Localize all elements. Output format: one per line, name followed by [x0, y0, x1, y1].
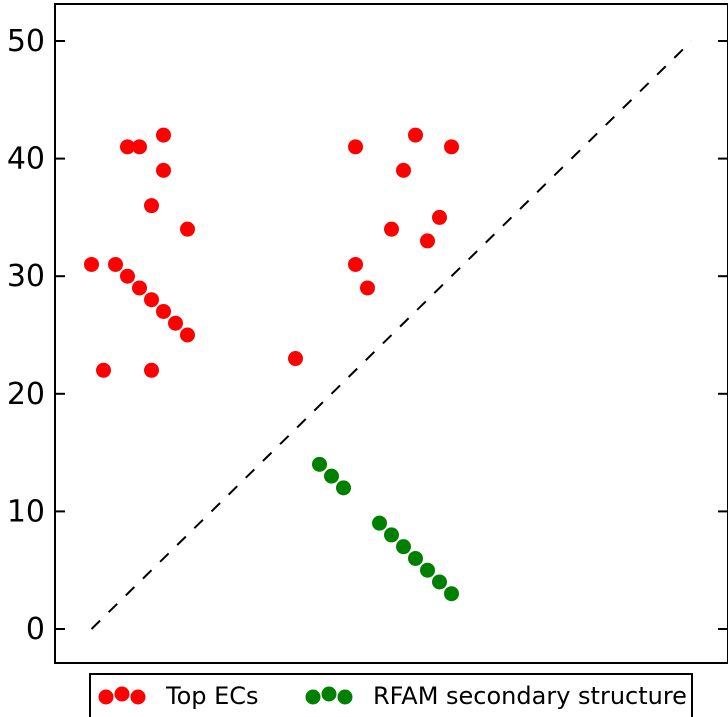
rfam-point	[432, 574, 447, 590]
top-ecs-point	[84, 256, 99, 272]
legend: Top ECs RFAM secondary structure	[89, 673, 693, 717]
top-ecs-point	[96, 362, 111, 378]
y-axis-tick-labels: 0 10 20 30 40 50	[7, 24, 45, 647]
plot-frame	[54, 3, 728, 664]
top-ecs-point	[180, 221, 195, 237]
top-ecs-point	[132, 139, 147, 155]
rfam-point	[312, 456, 327, 472]
legend-marker	[130, 689, 146, 705]
rfam-point	[336, 480, 351, 496]
rfam-point	[444, 586, 459, 602]
y-tick-label: 30	[7, 259, 45, 294]
rfam-point	[372, 515, 387, 531]
top-ecs-point	[144, 292, 159, 308]
top-ecs-point	[348, 139, 363, 155]
rfam-point	[420, 562, 435, 578]
y-tick-label: 40	[7, 142, 45, 177]
rfam-point	[324, 468, 339, 484]
top-ecs-point	[156, 162, 171, 178]
top-ecs-point	[120, 139, 135, 155]
top-ecs-point	[396, 162, 411, 178]
y-tick-label: 10	[7, 494, 45, 529]
y-tick-label: 50	[7, 24, 45, 59]
top-ecs-point	[348, 256, 363, 272]
legend-box	[89, 673, 693, 717]
legend-marker	[337, 689, 353, 705]
top-ecs-point	[108, 256, 123, 272]
y-tick-label: 20	[7, 377, 45, 412]
legend-label: Top ECs	[165, 682, 259, 710]
rfam-point	[396, 539, 411, 555]
top-ecs-point	[360, 280, 375, 296]
legend-label: RFAM secondary structure	[373, 682, 687, 710]
top-ecs-point	[144, 198, 159, 214]
data-points	[84, 127, 459, 602]
top-ecs-point	[168, 315, 183, 331]
top-ecs-point	[120, 268, 135, 284]
y-axis-ticks	[55, 40, 728, 630]
rfam-point	[408, 550, 423, 566]
top-ecs-point	[432, 209, 447, 225]
top-ecs-point	[288, 351, 303, 367]
legend-marker	[321, 686, 337, 702]
legend-marker	[305, 689, 321, 705]
top-ecs-point	[444, 139, 459, 155]
top-ecs-point	[420, 233, 435, 249]
top-ecs-point	[384, 221, 399, 237]
top-ecs-point	[144, 362, 159, 378]
top-ecs-point	[156, 127, 171, 143]
y-tick-label: 0	[26, 612, 45, 647]
legend-marker	[114, 686, 130, 702]
diagonal-reference-line	[90, 40, 693, 630]
top-ecs-point	[408, 127, 423, 143]
rfam-point	[384, 527, 399, 543]
legend-marker	[98, 689, 114, 705]
top-ecs-point	[156, 303, 171, 319]
top-ecs-point	[132, 280, 147, 296]
top-ecs-point	[180, 327, 195, 343]
